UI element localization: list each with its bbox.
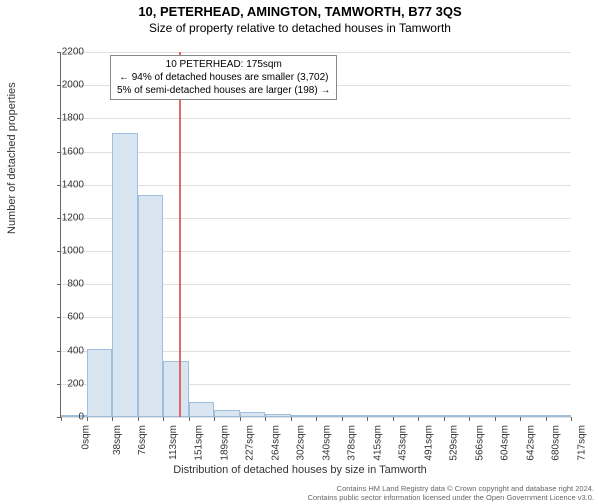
x-tick-label: 415sqm [372,425,383,461]
histogram-bar [469,415,495,417]
histogram-bar [546,415,572,417]
y-tick-label: 1600 [44,146,84,157]
y-tick-label: 2000 [44,80,84,91]
page-title-2: Size of property relative to detached ho… [0,21,600,35]
x-tick [393,417,394,421]
histogram-bar [163,361,189,417]
x-tick [189,417,190,421]
x-tick [316,417,317,421]
y-tick-label: 1400 [44,179,84,190]
footer-line-1: Contains HM Land Registry data © Crown c… [308,484,594,493]
x-tick-label: 604sqm [500,425,511,461]
y-axis-label: Number of detached properties [6,82,18,234]
footer-line-2: Contains public sector information licen… [308,493,594,502]
gridline [61,152,571,153]
annotation-line-2: ← 94% of detached houses are smaller (3,… [117,71,330,84]
x-tick-label: 642sqm [525,425,536,461]
x-tick-label: 680sqm [551,425,562,461]
histogram-bar [444,415,470,417]
x-tick-label: 453sqm [398,425,409,461]
gridline [61,118,571,119]
x-tick [546,417,547,421]
x-tick [520,417,521,421]
histogram-bar [112,133,138,417]
x-tick-label: 76sqm [137,425,148,455]
histogram-bar [87,349,113,417]
x-tick-label: 264sqm [270,425,281,461]
y-tick-label: 1800 [44,113,84,124]
x-tick [291,417,292,421]
histogram-bar [418,415,444,417]
annotation-line-1: 10 PETERHEAD: 175sqm [117,58,330,71]
x-tick [495,417,496,421]
x-tick-label: 491sqm [423,425,434,461]
x-tick [571,417,572,421]
x-tick-label: 566sqm [474,425,485,461]
x-tick-label: 227sqm [245,425,256,461]
x-tick [87,417,88,421]
x-tick-label: 113sqm [167,425,178,460]
y-tick-label: 1200 [44,212,84,223]
x-tick-label: 378sqm [347,425,358,461]
x-tick [138,417,139,421]
x-tick [469,417,470,421]
chart: 10 PETERHEAD: 175sqm ← 94% of detached h… [60,52,570,417]
y-tick-label: 1000 [44,246,84,257]
annotation-line-3: 5% of semi-detached houses are larger (1… [117,84,330,97]
x-tick [367,417,368,421]
x-tick-label: 717sqm [576,425,587,461]
x-tick [163,417,164,421]
x-tick [240,417,241,421]
x-tick-label: 0sqm [80,425,91,449]
x-tick [112,417,113,421]
x-tick [265,417,266,421]
y-tick-label: 200 [44,378,84,389]
x-tick [444,417,445,421]
y-tick-label: 0 [44,412,84,423]
x-axis-label: Distribution of detached houses by size … [0,464,600,476]
footer-attribution: Contains HM Land Registry data © Crown c… [308,484,594,502]
x-tick-label: 189sqm [219,425,230,461]
histogram-bar [189,402,215,417]
histogram-bar [342,415,368,417]
y-tick-label: 600 [44,312,84,323]
histogram-bar [495,415,521,417]
x-tick-label: 302sqm [296,425,307,461]
x-tick-label: 529sqm [449,425,460,461]
y-tick-label: 400 [44,345,84,356]
gridline [61,52,571,53]
x-tick-label: 151sqm [194,425,205,461]
histogram-bar [367,415,393,417]
histogram-bar [520,415,546,417]
marker-annotation: 10 PETERHEAD: 175sqm ← 94% of detached h… [110,55,337,100]
x-tick-label: 38sqm [112,425,123,455]
property-marker-line [179,52,181,417]
page-title-1: 10, PETERHEAD, AMINGTON, TAMWORTH, B77 3… [0,4,600,19]
x-tick [418,417,419,421]
histogram-bar [265,414,291,417]
histogram-bar [214,410,240,417]
y-tick-label: 2200 [44,47,84,58]
x-tick [342,417,343,421]
histogram-bar [291,415,317,417]
plot-area [60,52,571,418]
gridline [61,185,571,186]
y-tick-label: 800 [44,279,84,290]
histogram-bar [138,195,164,417]
x-tick [214,417,215,421]
histogram-bar [240,412,266,417]
x-tick-label: 340sqm [321,425,332,461]
histogram-bar [316,415,342,417]
histogram-bar [393,415,419,417]
